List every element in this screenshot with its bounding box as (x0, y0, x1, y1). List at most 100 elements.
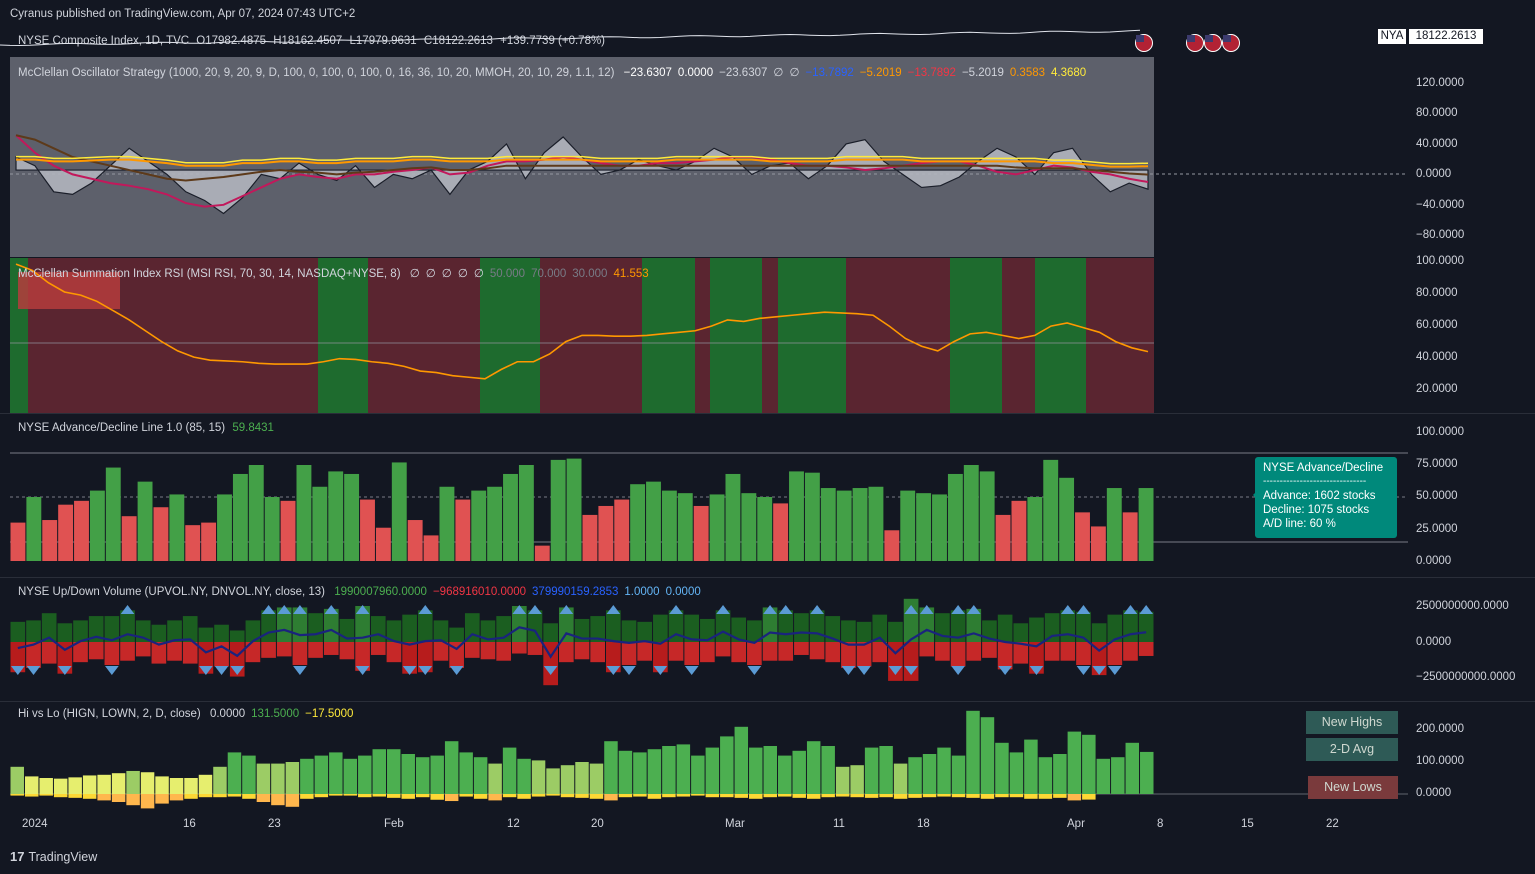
new-highs-bar (618, 750, 633, 794)
upvol-bar (1044, 613, 1060, 642)
new-highs-bar (169, 778, 184, 794)
oscillator-axis-tick: 120.0000 (1416, 77, 1464, 89)
new-highs-bar (908, 757, 922, 794)
msi-rsi-legend[interactable]: McClellan Summation Index RSI (MSI RSI, … (18, 266, 649, 280)
ad-bar (121, 516, 137, 561)
dnvol-bar (872, 642, 888, 663)
ad-line-pane[interactable] (10, 414, 1408, 576)
upvol-bar (1107, 614, 1123, 642)
tradingview-logo[interactable]: 17 TradingView (10, 849, 97, 864)
hi-lo-pane[interactable] (10, 702, 1408, 812)
ad-bar (1122, 512, 1138, 561)
ad-bar (487, 486, 503, 561)
msi-rsi-pane[interactable] (10, 258, 1408, 413)
ad-bar (1011, 500, 1027, 561)
dnvol-bar (590, 642, 606, 663)
new-highs-bar (806, 741, 821, 794)
pane-separator (0, 701, 1535, 702)
hi-lo-values: 0.0000 131.5000 −17.5000 (204, 708, 353, 720)
new-lows-bar (546, 794, 560, 796)
us-flag-event-icon[interactable] (1186, 34, 1204, 52)
dnvol-bar (700, 642, 715, 663)
new-lows-bar (488, 794, 502, 801)
ad-bar (185, 525, 201, 561)
ad-bar (58, 504, 74, 561)
new-lows-bar (300, 794, 314, 799)
us-flag-event-icon[interactable] (1204, 34, 1222, 52)
oscillator-chart (10, 57, 1408, 257)
upvol-bar (245, 620, 261, 642)
new-highs-bar (1140, 751, 1154, 794)
ad-bar (1075, 512, 1090, 561)
new-lows-bar (372, 794, 387, 797)
new-lows-bar (10, 794, 24, 796)
dnvol-bar (950, 642, 966, 667)
time-tick: 11 (833, 818, 845, 830)
msi-rsi-values: ∅ ∅ ∅ ∅ ∅ 50.000 70.000 30.000 41.553 (404, 268, 649, 280)
ad-line-legend[interactable]: NYSE Advance/Decline Line 1.0 (85, 15) 5… (18, 422, 274, 434)
dnvol-bar (841, 642, 856, 668)
dnvol-bar (449, 642, 464, 668)
new-lows-bar (806, 794, 821, 799)
msi-rsi-value-7: 30.000 (572, 268, 608, 280)
ad-bar (423, 535, 439, 561)
upvol-bar (57, 623, 73, 642)
open-value: 17982.4875 (205, 35, 267, 47)
ad-bar (932, 494, 947, 561)
msi-rsi-axis-tick: 80.0000 (1416, 287, 1458, 299)
dnvol-bar (276, 642, 292, 657)
ad-bar (26, 497, 42, 561)
new-highs-bar (459, 752, 473, 794)
us-flag-event-icon[interactable] (1222, 34, 1240, 52)
new-lows-bar (242, 794, 256, 799)
dnvol-bar (1060, 642, 1076, 661)
new-lows-bar (1009, 794, 1024, 798)
ad-bar (693, 505, 709, 561)
oscillator-axis-tick: −80.0000 (1416, 229, 1465, 241)
time-tick: 20 (591, 818, 604, 830)
new-lows-bar (387, 794, 401, 798)
ad-line-axis-tick: 100.0000 (1416, 426, 1464, 438)
ad-bar (757, 497, 773, 561)
oscillator-legend[interactable]: McClellan Oscillator Strategy (1000, 20,… (18, 65, 1086, 79)
new-lows-bar (459, 794, 473, 797)
msi-rsi-value-3: ∅ (457, 268, 468, 280)
hi-lo-legend[interactable]: Hi vs Lo (HIGN, LOWN, 2, D, close) 0.000… (18, 708, 353, 720)
upvol-bar (276, 607, 292, 642)
ad-bar (455, 499, 471, 561)
oscillator-pane[interactable] (10, 57, 1408, 257)
oscillator-value-10: 4.3680 (1051, 67, 1087, 79)
updown-volume-pane[interactable] (10, 578, 1408, 700)
dnvol-bar (684, 642, 700, 666)
dnvol-bar (355, 642, 370, 671)
updown-volume-legend[interactable]: NYSE Up/Down Volume (UPVOL.NY, DNVOL.NY,… (18, 586, 701, 598)
new-highs-bar (242, 755, 256, 794)
ad-bar (1027, 497, 1043, 561)
us-flag-event-icon[interactable] (1135, 34, 1153, 52)
ad-bar (360, 499, 375, 561)
tooltip-advance: Advance: 1602 stocks (1263, 490, 1376, 502)
updown-volume-title: NYSE Up/Down Volume (UPVOL.NY, DNVOL.NY,… (18, 586, 326, 598)
close-value: 18122.2613 (432, 35, 493, 47)
new-highs-bar (285, 762, 300, 794)
dnvol-bar (402, 642, 417, 674)
hi-lo-value-1: 131.5000 (251, 708, 300, 720)
new-lows-bar (314, 794, 329, 798)
new-lows-bar (618, 794, 633, 798)
down-marker (105, 666, 119, 675)
new-highs-bar (879, 746, 893, 794)
msi-rsi-value-8: 41.553 (613, 268, 649, 280)
new-lows-bar (1067, 794, 1082, 801)
ad-bar (836, 490, 852, 561)
ad-bar (566, 458, 582, 561)
oscillator-axis-tick: −40.0000 (1416, 199, 1465, 211)
up-marker (904, 605, 918, 614)
new-highs-bar (604, 741, 618, 794)
ad-bar (614, 499, 630, 561)
msi-rsi-axis-tick: 60.0000 (1416, 319, 1458, 331)
dnvol-bar (1076, 642, 1091, 666)
dnvol-bar (496, 642, 511, 661)
tooltip-ad-line: A/D line: 60 % (1263, 518, 1336, 530)
dnvol-bar (417, 642, 433, 673)
new-highs-bar (893, 763, 908, 794)
